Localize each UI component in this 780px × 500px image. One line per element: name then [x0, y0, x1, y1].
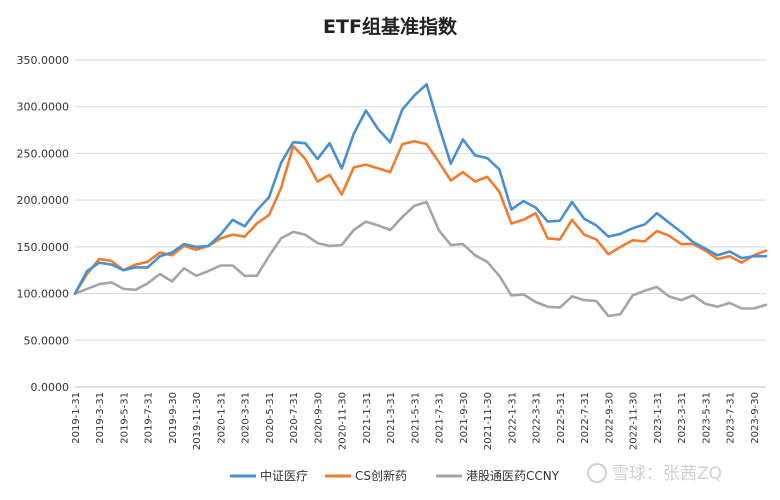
x-tick-label: 2022-7-31: [580, 392, 591, 444]
legend-label: 中证医疗: [260, 468, 308, 483]
legend: 中证医疗 CS创新药 港股通医药CCNY: [230, 468, 560, 483]
legend-label: CS创新药: [355, 468, 407, 483]
x-tick-label: 2020-9-30: [313, 392, 324, 444]
x-tick-label: 2021-1-31: [362, 392, 373, 444]
x-tick-label: 2023-3-31: [677, 392, 688, 444]
x-tick-label: 2019-7-31: [144, 392, 155, 444]
x-tick-label: 2020-3-31: [241, 392, 252, 444]
x-tick-label: 2019-11-30: [192, 392, 203, 450]
x-tick-label: 2019-3-31: [95, 392, 106, 444]
y-tick-label: 300.0000: [17, 101, 70, 114]
x-axis-tick-labels: 2019-1-31 2019-3-31 2019-5-31 2019-7-31 2019…: [71, 392, 761, 450]
x-tick-label: 2021-7-31: [435, 392, 446, 444]
x-tick-label: 2019-9-30: [168, 392, 179, 444]
x-tick-label: 2022-11-30: [629, 392, 640, 450]
x-tick-label: 2023-1-31: [653, 392, 664, 444]
x-tick-label: 2020-1-31: [216, 392, 227, 444]
chart-title: ETF组基准指数: [323, 15, 458, 38]
x-tick-label: 2022-9-30: [604, 392, 615, 444]
x-tick-label: 2023-7-31: [726, 392, 737, 444]
series-lines: [73, 83, 768, 318]
legend-label: 港股通医药CCNY: [466, 469, 560, 483]
x-tick-label: 2020-5-31: [265, 392, 276, 444]
y-tick-label: 100.0000: [17, 288, 70, 301]
y-tick-label: 350.0000: [17, 54, 70, 67]
series-line: [73, 200, 768, 318]
x-tick-label: 2021-11-30: [483, 392, 494, 450]
watermark-text: 雪球：张茜ZQ: [612, 464, 722, 484]
x-tick-label: 2023-9-30: [750, 392, 761, 444]
y-tick-label: 50.0000: [24, 334, 70, 347]
x-tick-label: 2019-1-31: [71, 392, 82, 444]
x-tick-label: 2020-11-30: [338, 392, 349, 450]
x-tick-label: 2023-5-31: [701, 392, 712, 444]
x-tick-label: 2022-5-31: [556, 392, 567, 444]
y-axis-tick-labels: 0.0000 50.0000 100.0000 150.0000 200.0000 250…: [17, 54, 70, 394]
x-tick-label: 2022-3-31: [532, 392, 543, 444]
y-tick-label: 200.0000: [17, 194, 70, 207]
x-tick-label: 2021-3-31: [386, 392, 397, 444]
x-tick-label: 2021-9-30: [459, 392, 470, 444]
x-tick-label: 2019-5-31: [119, 392, 130, 444]
y-tick-label: 150.0000: [17, 241, 70, 254]
series-line: [73, 140, 768, 295]
x-tick-label: 2020-7-31: [289, 392, 300, 444]
y-tick-label: 250.0000: [17, 147, 70, 160]
y-tick-label: 0.0000: [31, 381, 70, 394]
x-tick-label: 2022-1-31: [507, 392, 518, 444]
snowball-logo-icon: [587, 463, 607, 483]
watermark: 雪球：张茜ZQ: [587, 463, 722, 484]
x-tick-label: 2021-5-31: [410, 392, 421, 444]
series-line: [73, 83, 768, 295]
